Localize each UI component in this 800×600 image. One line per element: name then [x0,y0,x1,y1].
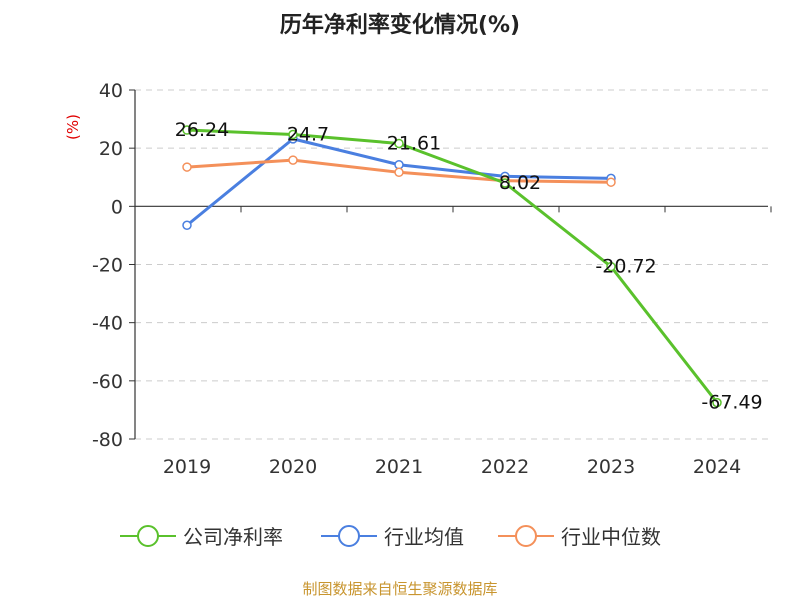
data-point [500,178,510,188]
chart-title: 历年净利率变化情况(%) [280,12,520,38]
data-point [606,261,616,272]
legend-item: 行业均值 [321,525,464,549]
data-point [394,159,404,170]
y-tick-label: -40 [92,313,123,335]
x-tick-label: 2023 [587,456,635,478]
x-tick-label: 2024 [693,456,741,478]
data-point [288,129,298,140]
legend-label: 行业均值 [384,525,464,549]
legend-marker [137,525,159,547]
x-tick-labels: 2019 2020 2021 2022 2023 2024 [163,456,741,478]
y-axis-unit: (%) [64,114,82,140]
x-tick-label: 2021 [375,456,423,478]
legend-item: 行业中位数 [498,525,661,549]
axes [129,89,772,440]
data-label: 8.02 [499,172,541,194]
data-label: 21.61 [387,132,441,154]
y-tick-label: -80 [92,429,123,451]
y-tick-label: 40 [99,80,123,102]
legend: 公司净利率 行业均值 行业中位数 [120,525,661,549]
data-label: 26.24 [175,119,229,141]
data-point [288,155,298,165]
y-tick-label: 20 [99,138,123,160]
legend-marker [515,525,537,547]
grid-lines [135,89,768,440]
legend-item: 公司净利率 [120,525,283,549]
data-point [182,220,192,230]
y-tick-labels: 40 20 0 -20 -40 -60 -80 [92,80,123,451]
data-label: -20.72 [595,256,656,278]
data-point [712,397,722,408]
source-note: 制图数据来自恒生聚源数据库 [302,580,497,598]
legend-label: 公司净利率 [183,525,283,549]
y-tick-label: -20 [92,255,123,277]
legend-marker [338,525,360,547]
data-point [394,167,404,178]
x-tick-label: 2019 [163,456,211,478]
x-tick-label: 2022 [481,456,529,478]
data-labels: 26.24 24.7 21.61 8.02 -20.72 -67.49 [175,119,763,414]
data-point [606,177,616,187]
series-line-0 [186,128,719,404]
legend-label: 行业中位数 [561,525,661,549]
data-label: -67.49 [701,392,762,414]
data-point [394,138,404,149]
data-point [182,125,192,135]
series-lines [182,125,722,408]
data-label: 24.7 [287,123,329,145]
y-tick-label: -60 [92,371,123,393]
y-tick-label: 0 [111,196,123,218]
x-tick-label: 2020 [269,456,317,478]
data-point [182,162,192,172]
